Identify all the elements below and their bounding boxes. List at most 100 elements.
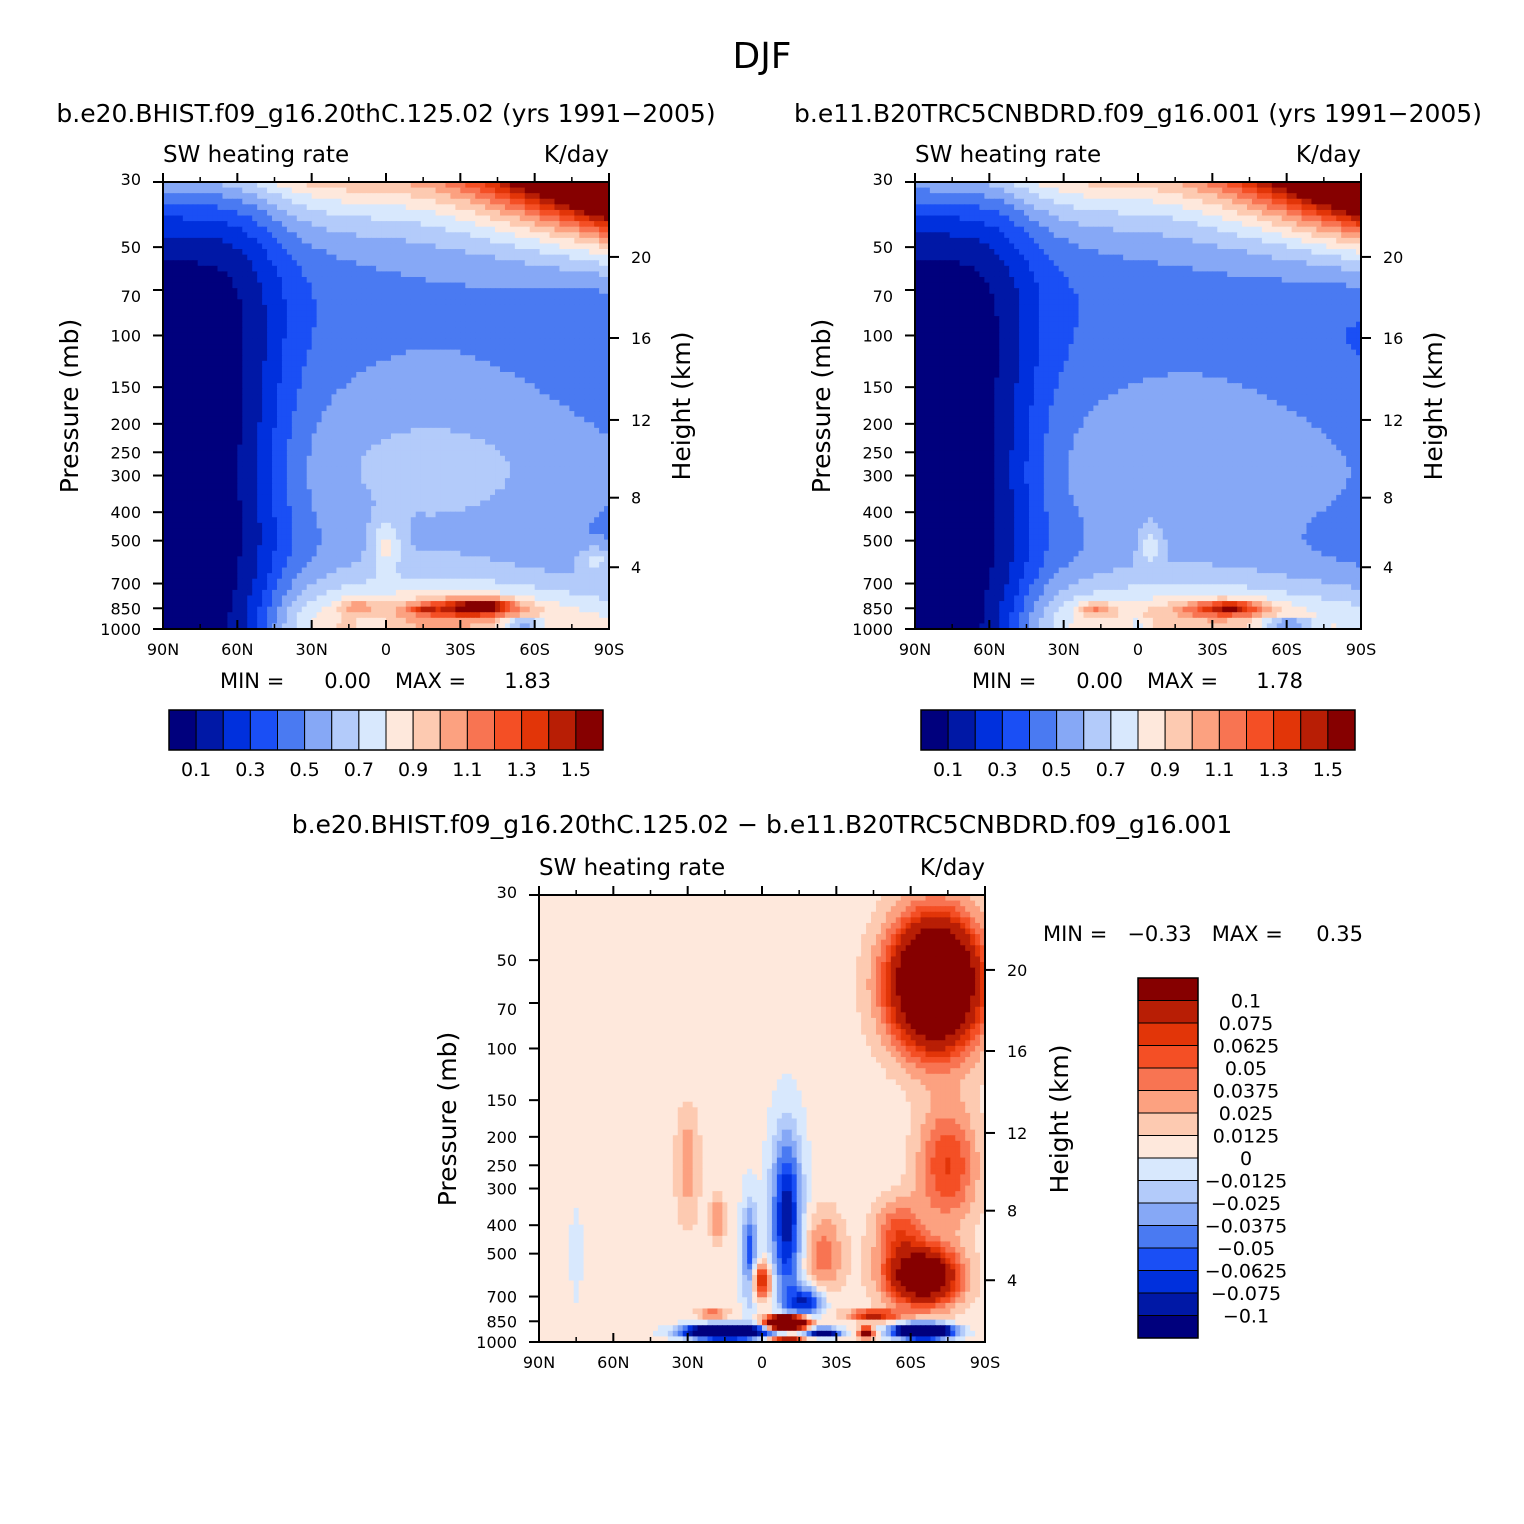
- field-cell: [227, 271, 233, 278]
- field-cell: [187, 221, 194, 228]
- field-cell: [455, 383, 461, 390]
- field-cell: [217, 243, 224, 250]
- field-cell: [321, 466, 328, 474]
- field-cell: [445, 422, 452, 429]
- field-cell: [400, 377, 407, 384]
- field-cell: [207, 338, 214, 345]
- field-cell: [534, 483, 541, 490]
- field-cell: [549, 260, 556, 267]
- field-cell: [400, 288, 407, 295]
- field-cell: [291, 182, 298, 189]
- field-cell: [257, 215, 263, 222]
- field-cell: [514, 366, 521, 373]
- field-cell: [415, 232, 422, 239]
- field-cell: [386, 433, 392, 440]
- field-cell: [336, 427, 342, 435]
- field-cell: [212, 433, 219, 440]
- field-cell: [291, 416, 298, 423]
- field-cell: [549, 478, 556, 485]
- field-cell: [232, 394, 238, 401]
- field-cell: [420, 355, 427, 362]
- field-cell: [301, 427, 308, 435]
- field-cell: [584, 433, 590, 440]
- field-cell: [257, 237, 263, 245]
- field-cell: [361, 193, 367, 200]
- field-cell: [341, 466, 347, 474]
- field-cell: [480, 310, 486, 317]
- field-cell: [381, 455, 387, 462]
- field-cell: [276, 204, 283, 211]
- field-cell: [281, 327, 288, 334]
- field-cell: [326, 310, 333, 317]
- field-cell: [559, 260, 565, 267]
- field-cell: [549, 288, 556, 295]
- field-cell: [589, 215, 595, 222]
- field-cell: [276, 466, 283, 474]
- field-cell: [420, 304, 427, 312]
- field-cell: [564, 349, 570, 356]
- field-cell: [247, 444, 253, 451]
- field-cell: [237, 276, 243, 284]
- field-cell: [247, 360, 253, 367]
- field-cell: [197, 483, 204, 490]
- field-cell: [242, 444, 248, 451]
- field-cell: [465, 182, 471, 189]
- field-cell: [167, 366, 174, 373]
- field-cell: [177, 399, 184, 407]
- field-cell: [440, 366, 447, 373]
- field-cell: [415, 254, 422, 261]
- field-cell: [227, 455, 233, 462]
- field-cell: [415, 433, 422, 440]
- field-cell: [569, 221, 575, 228]
- field-cell: [604, 455, 609, 462]
- field-cell: [430, 271, 437, 278]
- field-cell: [460, 243, 466, 250]
- field-cell: [356, 394, 362, 401]
- field-cell: [599, 187, 605, 194]
- field-cell: [222, 416, 229, 423]
- field-cell: [267, 444, 273, 451]
- field-cell: [470, 299, 476, 306]
- field-cell: [410, 338, 417, 345]
- field-cell: [450, 316, 456, 323]
- field-cell: [232, 226, 238, 233]
- field-cell: [395, 416, 402, 423]
- field-cell: [475, 187, 481, 194]
- field-cell: [192, 282, 199, 289]
- field-cell: [326, 422, 333, 429]
- field-cell: [187, 226, 194, 233]
- field-cell: [390, 399, 397, 407]
- field-cell: [366, 360, 372, 367]
- field-cell: [182, 355, 189, 362]
- field-cell: [410, 276, 417, 284]
- field-cell: [306, 232, 313, 239]
- field-cell: [311, 187, 318, 194]
- field-cell: [197, 371, 204, 379]
- field-cell: [247, 288, 253, 295]
- field-cell: [430, 399, 437, 407]
- field-cell: [326, 321, 333, 328]
- field-cell: [321, 416, 328, 423]
- field-cell: [559, 316, 565, 323]
- field-cell: [539, 399, 546, 407]
- field-cell: [361, 260, 367, 267]
- field-cell: [222, 221, 229, 228]
- field-cell: [286, 182, 293, 189]
- field-cell: [306, 249, 313, 256]
- field-cell: [172, 260, 179, 267]
- field-cell: [167, 416, 174, 423]
- field-cell: [217, 332, 224, 340]
- field-cell: [326, 327, 333, 334]
- field-cell: [599, 215, 605, 222]
- field-cell: [376, 444, 382, 451]
- field-cell: [485, 182, 491, 189]
- field-cell: [346, 332, 352, 340]
- field-cell: [425, 388, 432, 395]
- field-cell: [296, 221, 303, 228]
- field-cell: [549, 405, 556, 412]
- field-cell: [163, 316, 169, 323]
- field-cell: [480, 293, 486, 300]
- field-cell: [435, 416, 442, 423]
- field-cell: [252, 338, 258, 345]
- field-cell: [504, 243, 511, 250]
